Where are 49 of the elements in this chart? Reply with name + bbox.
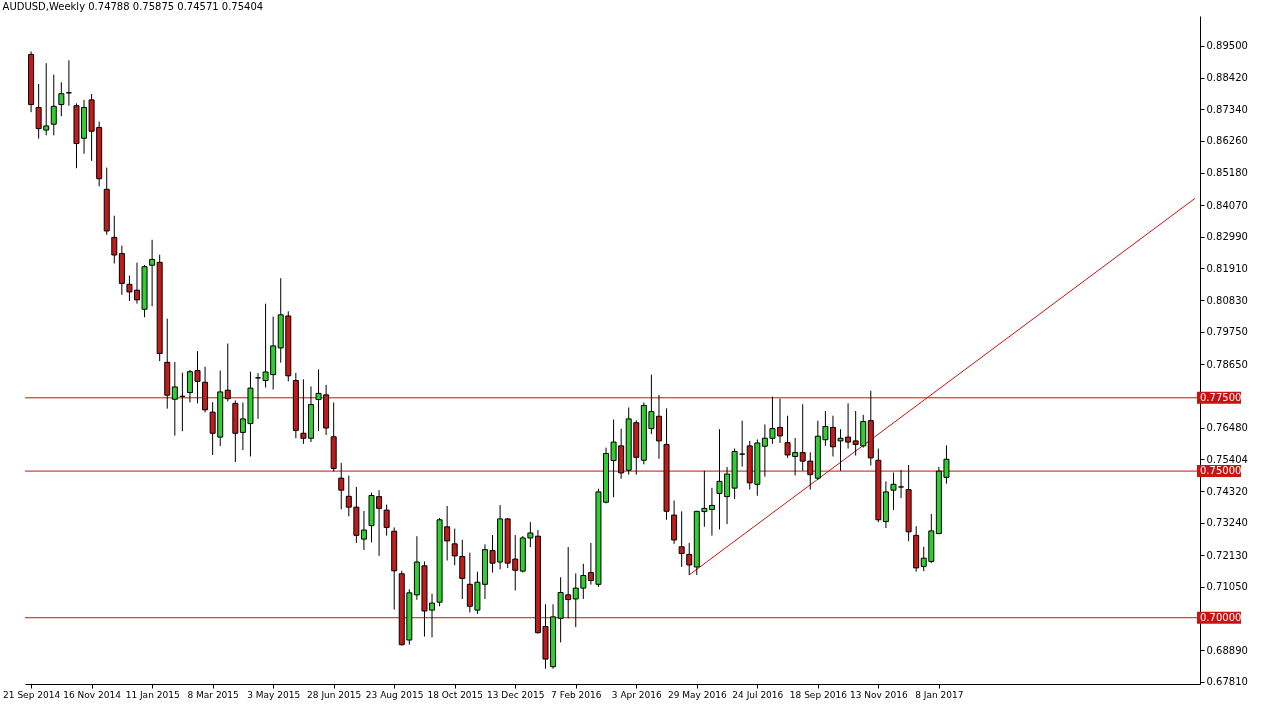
x-tick-label: 3 Apr 2016: [611, 689, 663, 700]
x-tick-label: 18 Oct 2015: [427, 689, 484, 700]
candlestick: [149, 239, 156, 307]
ref-line-label: 0.75000: [1200, 465, 1242, 477]
y-tick-label: 0.85180: [1206, 167, 1248, 179]
candlestick: [678, 510, 685, 568]
ref-line-label: 0.70000: [1200, 611, 1242, 623]
x-tick-label: 11 Jan 2015: [125, 689, 180, 700]
x-tick-label: 24 Jul 2016: [732, 689, 784, 700]
y-tick-label: 0.87340: [1206, 103, 1248, 115]
y-tick-label: 0.75404: [1206, 453, 1248, 465]
y-tick-label: 0.73240: [1206, 517, 1248, 529]
x-tick-label: 29 May 2016: [667, 689, 727, 700]
candlestick: [898, 469, 905, 499]
y-tick-label: 0.67810: [1206, 676, 1248, 688]
x-tick-label: 3 May 2015: [247, 689, 301, 700]
x-tick-label: 13 Dec 2015: [486, 689, 545, 700]
y-tick-label: 0.89500: [1206, 40, 1248, 52]
x-tick-label: 28 Jun 2015: [307, 689, 362, 700]
x-tick-label: 8 Jan 2017: [915, 689, 964, 700]
x-tick-label: 13 Nov 2016: [850, 689, 908, 700]
y-tick-label: 0.84070: [1206, 199, 1248, 211]
candlestick: [50, 74, 57, 136]
candlestick: [58, 81, 65, 117]
y-tick-label: 0.74320: [1206, 485, 1248, 497]
candlestick: [383, 504, 390, 537]
y-tick-label: 0.81910: [1206, 262, 1248, 274]
candlestick: [890, 472, 897, 511]
y-tick-label: 0.82990: [1206, 231, 1248, 243]
candlestick: [111, 215, 118, 264]
candlestick: [171, 361, 178, 437]
candlestick: [739, 420, 746, 468]
y-tick-label: 0.88420: [1206, 72, 1248, 84]
y-tick-label: 0.79750: [1206, 326, 1248, 338]
chart-title: AUDUSD,Weekly 0.74788 0.75875 0.74571 0.75404: [2, 1, 264, 12]
x-tick-label: 23 Aug 2015: [365, 689, 424, 700]
ref-line-label: 0.77500: [1200, 391, 1242, 403]
y-tick-label: 0.71050: [1206, 581, 1248, 593]
y-tick-label: 0.68890: [1206, 644, 1248, 656]
x-tick-label: 21 Sep 2014: [3, 689, 61, 700]
x-tick-label: 7 Feb 2016: [551, 689, 602, 700]
y-tick-label: 0.76480: [1206, 422, 1248, 434]
x-tick-label: 16 Nov 2014: [63, 689, 122, 700]
y-tick-label: 0.86260: [1206, 135, 1248, 147]
y-tick-label: 0.72130: [1206, 549, 1248, 561]
x-tick-label: 18 Sep 2016: [789, 689, 848, 700]
x-tick-label: 8 Mar 2015: [187, 689, 239, 700]
y-tick-label: 0.80830: [1206, 294, 1248, 306]
y-tick-label: 0.78650: [1206, 358, 1248, 370]
